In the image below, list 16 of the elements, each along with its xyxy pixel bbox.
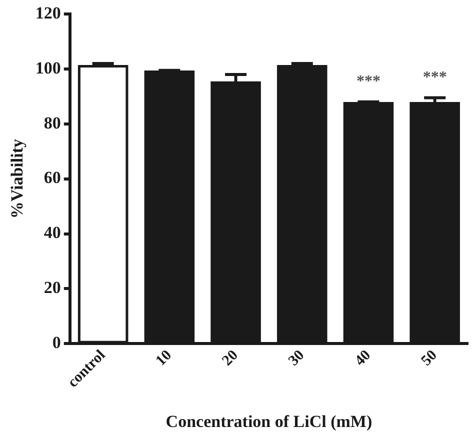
x-tick-label: 40 (352, 347, 374, 370)
y-tick-label: 60 (44, 168, 61, 188)
y-tick-label: 100 (35, 58, 61, 78)
x-axis-title: Concentration of LiCl (mM) (166, 412, 372, 432)
x-tick-label: 30 (286, 347, 308, 370)
y-tick-label: 80 (44, 113, 61, 132)
x-tick-label: 10 (153, 347, 175, 370)
y-tick-label: 120 (35, 3, 61, 22)
annotation: *** (356, 73, 380, 90)
annotation: *** (422, 68, 447, 86)
y-axis-title: %Viability (8, 138, 27, 219)
x-tick-label: 50 (418, 347, 440, 370)
y-tick-label: 20 (44, 278, 61, 298)
y-tick-label: 40 (44, 223, 61, 242)
y-tick-label: 0 (52, 333, 61, 352)
x-tick-label: 20 (219, 347, 242, 370)
